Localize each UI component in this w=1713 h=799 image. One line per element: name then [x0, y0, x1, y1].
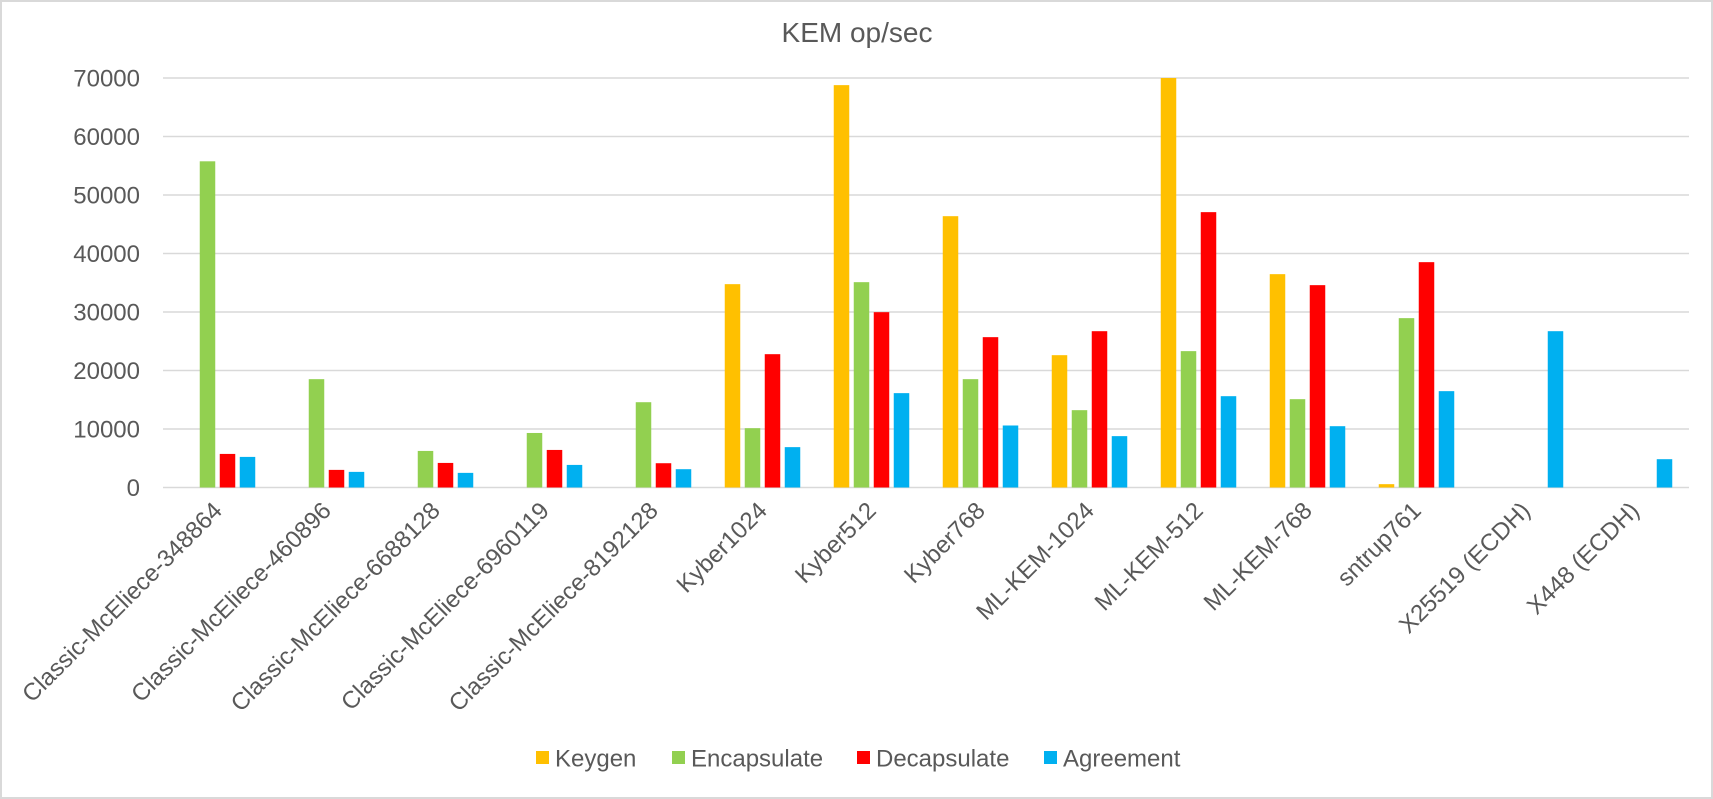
x-tick-label: Classic-McEliece-8192128 [444, 497, 664, 717]
bar-group [199, 161, 256, 488]
bar-decapsulate [764, 354, 781, 488]
bar-agreement [239, 456, 256, 488]
bar-agreement [1438, 391, 1455, 488]
bar-group [635, 402, 692, 488]
gridlines [163, 77, 1689, 489]
x-axis-tick-labels: Classic-McEliece-348864Classic-McEliece-… [17, 497, 1645, 717]
bar-agreement [1329, 426, 1346, 488]
bar-decapsulate [1309, 285, 1326, 488]
bar-group [1269, 274, 1346, 488]
legend-item-keygen[interactable]: Keygen [536, 746, 636, 773]
bar-decapsulate [1200, 212, 1217, 488]
bar-encapsulate [853, 282, 870, 488]
x-tick-label: Classic-McEliece-6688128 [226, 497, 446, 717]
y-tick-label: 40000 [73, 241, 140, 268]
legend-label: Agreement [1063, 746, 1181, 773]
bar-decapsulate [328, 469, 345, 488]
legend-item-decapsulate[interactable]: Decapsulate [857, 746, 1009, 773]
y-tick-label: 60000 [73, 124, 140, 151]
bar-group [1160, 78, 1237, 488]
x-tick-label: Kyber768 [899, 497, 991, 589]
bar-encapsulate [1398, 318, 1415, 488]
y-tick-label: 70000 [73, 66, 140, 93]
x-tick-label: Kyber512 [790, 497, 882, 589]
legend-item-encapsulate[interactable]: Encapsulate [672, 746, 823, 773]
y-tick-label: 20000 [73, 358, 140, 385]
x-tick-label: sntrup761 [1332, 497, 1427, 592]
bar-decapsulate [1418, 262, 1435, 488]
x-tick-label: Classic-McEliece-348864 [17, 497, 228, 708]
y-tick-label: 30000 [73, 300, 140, 327]
bar-group [1656, 459, 1673, 488]
x-tick-label: Kyber1024 [672, 497, 773, 598]
bar-agreement [675, 469, 692, 488]
bars [199, 78, 1673, 488]
chart-title: KEM op/sec [782, 17, 933, 48]
x-tick-label: X448 (ECDH) [1522, 497, 1645, 620]
y-axis-tick-labels: 0 10000 20000 30000 40000 50000 60000 70000 [73, 66, 140, 503]
bar-agreement [457, 472, 474, 488]
bar-agreement [784, 447, 801, 488]
x-tick-label: ML-KEM-512 [1090, 497, 1209, 616]
bar-decapsulate [655, 463, 672, 488]
bar-keygen [1269, 274, 1286, 488]
bar-encapsulate [417, 450, 434, 488]
bar-agreement [348, 471, 365, 488]
x-tick-label: Classic-McEliece-6960119 [336, 497, 555, 716]
bar-keygen [1051, 355, 1068, 488]
bar-keygen [1160, 78, 1177, 488]
legend-item-agreement[interactable]: Agreement [1044, 746, 1181, 773]
x-tick-label: ML-KEM-768 [1199, 497, 1318, 616]
bar-encapsulate [744, 428, 761, 488]
bar-group [1547, 331, 1564, 488]
legend-swatch [536, 751, 549, 764]
bar-agreement [1656, 459, 1673, 488]
bar-agreement [1002, 425, 1019, 488]
legend-label: Encapsulate [691, 746, 823, 773]
bar-encapsulate [199, 161, 216, 488]
bar-decapsulate [546, 449, 563, 488]
x-tick-label: Classic-McEliece-460896 [126, 497, 337, 708]
legend-label: Keygen [555, 746, 636, 773]
bar-group [526, 432, 583, 488]
y-tick-label: 10000 [73, 417, 140, 444]
bar-agreement [1547, 331, 1564, 488]
bar-keygen [833, 85, 850, 488]
bar-group [308, 379, 365, 488]
bar-encapsulate [308, 379, 325, 488]
bar-encapsulate [635, 402, 652, 488]
bar-decapsulate [219, 453, 236, 488]
bar-decapsulate [982, 337, 999, 488]
bar-keygen [1378, 484, 1395, 488]
bar-agreement [1111, 436, 1128, 488]
bar-group [942, 216, 1019, 488]
bar-decapsulate [437, 462, 454, 488]
bar-agreement [893, 393, 910, 488]
bar-decapsulate [1091, 331, 1108, 488]
legend-swatch [672, 751, 685, 764]
legend-swatch [857, 751, 870, 764]
bar-agreement [566, 464, 583, 488]
legend: Keygen Encapsulate Decapsulate Agreement [536, 746, 1181, 773]
bar-keygen [942, 216, 959, 488]
bar-agreement [1220, 396, 1237, 488]
legend-label: Decapsulate [876, 746, 1009, 773]
bar-encapsulate [962, 379, 979, 488]
bar-keygen [724, 284, 741, 488]
bar-encapsulate [1289, 399, 1306, 488]
bar-group [1378, 262, 1455, 488]
bar-decapsulate [873, 312, 890, 488]
bar-encapsulate [1071, 410, 1088, 488]
bar-group [833, 85, 910, 488]
bar-encapsulate [526, 432, 543, 488]
bar-group [417, 450, 474, 488]
legend-swatch [1044, 751, 1057, 764]
y-tick-label: 0 [127, 475, 140, 502]
bar-group [724, 284, 801, 488]
bar-group [1051, 331, 1128, 488]
bar-encapsulate [1180, 351, 1197, 488]
y-tick-label: 50000 [73, 183, 140, 210]
